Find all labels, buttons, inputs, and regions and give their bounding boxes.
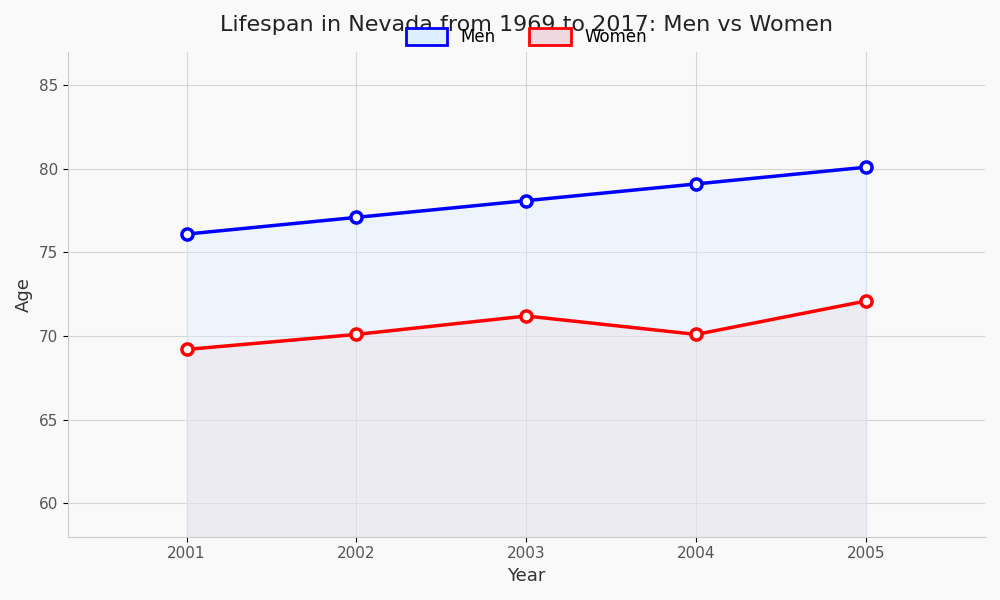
X-axis label: Year: Year [507,567,546,585]
Legend: Men, Women: Men, Women [399,22,654,53]
Y-axis label: Age: Age [15,277,33,312]
Title: Lifespan in Nevada from 1969 to 2017: Men vs Women: Lifespan in Nevada from 1969 to 2017: Me… [220,15,833,35]
